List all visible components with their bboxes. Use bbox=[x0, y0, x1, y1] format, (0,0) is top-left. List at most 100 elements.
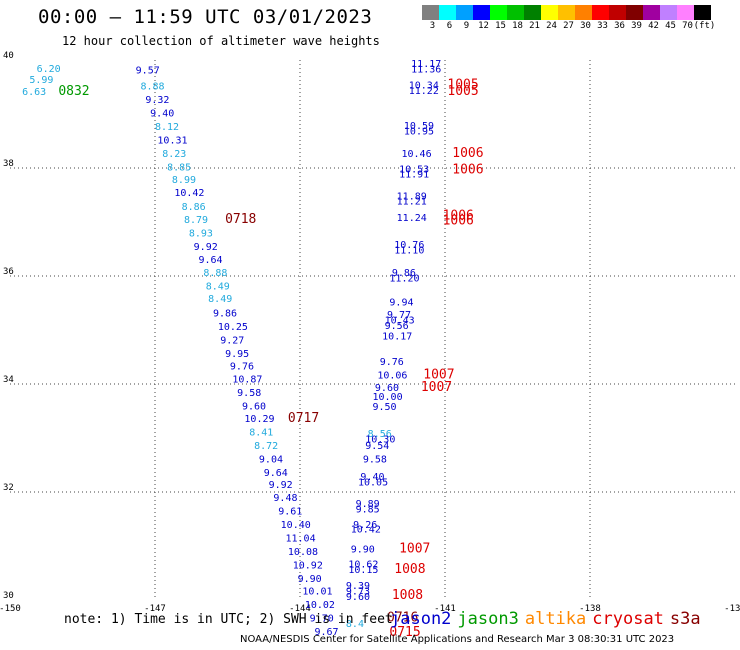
pass-time-label: 1006 bbox=[452, 162, 483, 177]
legend-label: 12 bbox=[478, 21, 489, 31]
wave-height-label: 9.64 bbox=[199, 255, 223, 266]
wave-height-label: 10.53 bbox=[399, 164, 429, 175]
legend-swatch bbox=[439, 5, 456, 20]
wave-height-label: 10.95 bbox=[404, 127, 434, 138]
wave-height-label: 10.46 bbox=[402, 149, 432, 160]
wave-height-label: 10.42 bbox=[351, 525, 381, 536]
footer-note: note: 1) Time is in UTC; 2) SWH is in fe… bbox=[64, 612, 393, 627]
legend-label: 18 bbox=[512, 21, 523, 31]
legend-label: 6 bbox=[446, 21, 453, 31]
wave-height-label: 10.40 bbox=[281, 520, 311, 531]
wave-height-label: 10.76 bbox=[394, 240, 424, 251]
legend-label: 70 bbox=[682, 21, 693, 31]
lon-tick-label: -141 bbox=[434, 604, 456, 614]
wave-height-label: 11.04 bbox=[286, 534, 316, 545]
wave-height-label: 11.10 bbox=[394, 245, 424, 256]
wave-height-label: 9.40 bbox=[150, 109, 174, 120]
wave-height-label: 9.27 bbox=[220, 336, 244, 347]
wave-height-label: 9.61 bbox=[278, 507, 302, 518]
wave-height-label: 8.88 bbox=[141, 82, 165, 93]
wave-height-label: 6.63 bbox=[22, 87, 46, 98]
legend-swatch bbox=[507, 5, 524, 20]
lon-tick-label: -147 bbox=[144, 604, 166, 614]
pass-time-label: 1007 bbox=[421, 380, 452, 395]
legend-label: 33 bbox=[597, 21, 608, 31]
legend-label: 21 bbox=[529, 21, 540, 31]
wave-height-label: 9.86 bbox=[213, 309, 237, 320]
wave-height-label: 11.21 bbox=[397, 197, 427, 208]
wave-height-label: 8.86 bbox=[182, 202, 206, 213]
wave-height-label: 8.56 bbox=[368, 429, 392, 440]
lon-tick-label: -144 bbox=[289, 604, 311, 614]
wave-height-label: 9.60 bbox=[346, 592, 370, 603]
wave-height-label: 9.64 bbox=[264, 468, 288, 479]
legend-swatch bbox=[490, 5, 507, 20]
pass-time-label: 0715 bbox=[389, 625, 420, 640]
wave-height-label: 10.08 bbox=[288, 547, 318, 558]
pass-time-label: 1008 bbox=[392, 588, 423, 603]
legend-label: 9 bbox=[463, 21, 470, 31]
wave-height-label: 10.25 bbox=[218, 322, 248, 333]
wave-height-label: 9.90 bbox=[351, 544, 375, 555]
wave-height-label: 9.85 bbox=[356, 505, 380, 516]
legend-label: 36 bbox=[614, 21, 625, 31]
legend-swatch bbox=[473, 5, 490, 20]
wave-height-label: 10.62 bbox=[348, 560, 378, 571]
lat-tick-label: 34 bbox=[3, 375, 14, 385]
wave-height-label: 8.41 bbox=[249, 427, 273, 438]
wave-height-label: 9.04 bbox=[259, 454, 283, 465]
wave-height-label: 5.99 bbox=[29, 75, 53, 86]
legend-label: 3 bbox=[429, 21, 436, 31]
wave-height-label: 10.15 bbox=[348, 565, 378, 576]
pass-time-label: 0832 bbox=[58, 84, 89, 99]
wave-height-label: 8.85 bbox=[167, 163, 191, 174]
legend-swatch bbox=[558, 5, 575, 20]
color-scale-bar bbox=[422, 5, 711, 20]
wave-height-label: 9.58 bbox=[237, 388, 261, 399]
legend-swatch bbox=[456, 5, 473, 20]
wave-height-label: 9.70 bbox=[310, 614, 334, 625]
wave-height-label: 11.22 bbox=[409, 86, 439, 97]
wave-height-label: 9.95 bbox=[225, 349, 249, 360]
wave-height-label: 9.58 bbox=[363, 454, 387, 465]
wave-height-label: 10.01 bbox=[302, 587, 332, 598]
pass-time-label: 1006 bbox=[452, 146, 483, 161]
legend-swatch bbox=[694, 5, 711, 20]
pass-time-label: 1006 bbox=[443, 208, 474, 223]
wave-height-label: 10.00 bbox=[373, 392, 403, 403]
wave-height-label: 11.17 bbox=[411, 59, 441, 70]
wave-height-color-legend: 3 6 9 12 15 18 21 24 27 30 33 36 39 42 45 70 (ft) bbox=[422, 5, 716, 32]
wave-height-label: 9.92 bbox=[269, 480, 293, 491]
wave-height-label: 9.92 bbox=[194, 242, 218, 253]
legend-swatch bbox=[422, 5, 439, 20]
wave-height-label: 9.56 bbox=[385, 321, 409, 332]
wave-height-label: 8.12 bbox=[155, 122, 179, 133]
wave-height-label: 10.42 bbox=[174, 188, 204, 199]
lat-tick-label: 38 bbox=[3, 159, 14, 169]
wave-height-label: 9.76 bbox=[230, 361, 254, 372]
wave-height-label: 10.17 bbox=[382, 332, 412, 343]
wave-height-label: 9.26 bbox=[353, 520, 377, 531]
pass-time-label: 1006 bbox=[443, 214, 474, 229]
wave-height-label: 8.4 bbox=[346, 619, 364, 630]
wave-height-label: 9.77 bbox=[387, 310, 411, 321]
wave-height-label: 9.32 bbox=[145, 95, 169, 106]
wave-height-label: 10.05 bbox=[358, 478, 388, 489]
legend-label: 24 bbox=[546, 21, 557, 31]
wave-height-label: 10.29 bbox=[244, 414, 274, 425]
wave-height-label: 9.54 bbox=[365, 441, 389, 452]
color-scale-labels: 3 6 9 12 15 18 21 24 27 30 33 36 39 42 45 70 (ft) bbox=[422, 20, 716, 32]
legend-label: (ft) bbox=[693, 21, 716, 31]
wave-height-label: 8.23 bbox=[162, 149, 186, 160]
lat-tick-label: 36 bbox=[3, 267, 14, 277]
legend-label: 45 bbox=[665, 21, 676, 31]
pass-time-label: 1005 bbox=[447, 84, 478, 99]
wave-height-label: 8.79 bbox=[184, 215, 208, 226]
wave-height-label: 10.31 bbox=[157, 136, 187, 147]
wave-height-label: 9.89 bbox=[356, 499, 380, 510]
wave-height-label: 10.30 bbox=[365, 434, 395, 445]
legend-swatch bbox=[609, 5, 626, 20]
wave-height-label: 10.59 bbox=[404, 121, 434, 132]
wave-height-label: 8.93 bbox=[189, 229, 213, 240]
